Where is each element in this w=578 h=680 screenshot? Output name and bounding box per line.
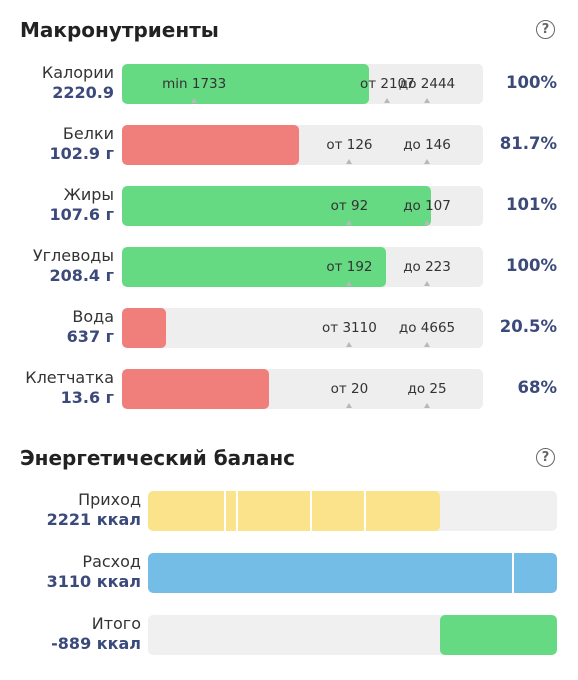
macro-threshold-tick bbox=[424, 403, 431, 408]
macro-threshold-tick bbox=[346, 342, 353, 347]
macro-value: 107.6 г bbox=[49, 205, 114, 224]
macro-threshold-tick bbox=[424, 159, 431, 164]
macro-threshold-tick bbox=[191, 98, 198, 103]
macro-progress-track: от 126 до 146 bbox=[122, 125, 483, 165]
energy-total-value: -889 ккал bbox=[51, 634, 141, 653]
macro-threshold-label: min 1733 bbox=[162, 76, 227, 92]
macro-threshold-label: от 126 bbox=[326, 137, 373, 153]
macro-threshold-label: от 192 bbox=[326, 259, 373, 275]
macro-threshold-tick bbox=[346, 159, 353, 164]
macro-threshold-label: до 146 bbox=[403, 137, 451, 153]
macro-progress-bar bbox=[122, 369, 269, 409]
macro-threshold-tick bbox=[384, 98, 391, 103]
energy-expense-separator bbox=[512, 553, 514, 593]
macro-progress-bar bbox=[122, 64, 369, 104]
energy-income-track bbox=[148, 491, 557, 531]
macro-row: Калории 2220.9 min 1733 от 2107 до 2444 100% bbox=[0, 63, 578, 105]
macro-threshold-label: от 20 bbox=[330, 381, 369, 397]
energy-income-separator bbox=[236, 491, 238, 531]
energy-expense-label: Расход bbox=[82, 552, 141, 571]
macro-value: 637 г bbox=[66, 327, 114, 346]
energy-total-bar bbox=[440, 615, 557, 655]
macro-percent: 100% bbox=[506, 256, 557, 275]
macro-threshold-tick bbox=[346, 403, 353, 408]
macro-progress-bar bbox=[122, 125, 299, 165]
macro-threshold-label: до 2444 bbox=[398, 76, 456, 92]
macro-row: Вода 637 г от 3110 до 4665 20.5% bbox=[0, 307, 578, 349]
macro-label: Вода bbox=[72, 307, 114, 326]
macro-percent: 20.5% bbox=[499, 317, 557, 336]
energy-row-total: Итого -889 ккал bbox=[0, 614, 578, 656]
energy-expense-value: 3110 ккал bbox=[46, 572, 141, 591]
macro-value: 208.4 г bbox=[49, 266, 114, 285]
macro-threshold-tick bbox=[346, 220, 353, 225]
energy-row-expense: Расход 3110 ккал bbox=[0, 552, 578, 594]
macros-help-icon[interactable]: ? bbox=[536, 20, 555, 39]
macro-label: Жиры bbox=[63, 185, 114, 204]
energy-title: Энергетический баланс bbox=[20, 446, 295, 470]
macro-percent: 68% bbox=[517, 378, 558, 397]
macro-progress-track: min 1733 от 2107 до 2444 bbox=[122, 64, 483, 104]
energy-income-separator bbox=[310, 491, 312, 531]
energy-total-track bbox=[148, 615, 557, 655]
macro-progress-track: от 92 до 107 bbox=[122, 186, 483, 226]
macro-row: Жиры 107.6 г от 92 до 107 101% bbox=[0, 185, 578, 227]
energy-income-separator bbox=[224, 491, 226, 531]
macro-progress-bar bbox=[122, 186, 431, 226]
macro-label: Углеводы bbox=[32, 246, 114, 265]
macro-progress-track: от 192 до 223 bbox=[122, 247, 483, 287]
energy-expense-bar bbox=[148, 553, 557, 593]
macro-row: Углеводы 208.4 г от 192 до 223 100% bbox=[0, 246, 578, 288]
macro-value: 102.9 г bbox=[49, 144, 114, 163]
macro-percent: 100% bbox=[506, 73, 557, 92]
macro-threshold-label: от 2107 bbox=[359, 76, 415, 92]
macro-threshold-tick bbox=[346, 281, 353, 286]
macro-value: 2220.9 bbox=[52, 83, 114, 102]
macro-progress-bar bbox=[122, 308, 166, 348]
energy-income-label: Приход bbox=[78, 490, 141, 509]
macro-threshold-tick bbox=[424, 220, 431, 225]
energy-row-income: Приход 2221 ккал bbox=[0, 490, 578, 532]
macro-threshold-label: от 92 bbox=[330, 198, 369, 214]
macro-label: Белки bbox=[62, 124, 114, 143]
macro-percent: 101% bbox=[506, 195, 557, 214]
energy-income-value: 2221 ккал bbox=[46, 510, 141, 529]
macro-threshold-label: до 4665 bbox=[398, 320, 456, 336]
macro-threshold-tick bbox=[424, 98, 431, 103]
macro-threshold-tick bbox=[424, 342, 431, 347]
macro-value: 13.6 г bbox=[60, 388, 114, 407]
macro-threshold-label: до 25 bbox=[407, 381, 447, 397]
macro-row: Клетчатка 13.6 г от 20 до 25 68% bbox=[0, 368, 578, 410]
energy-help-icon[interactable]: ? bbox=[536, 448, 555, 467]
macro-row: Белки 102.9 г от 126 до 146 81.7% bbox=[0, 124, 578, 166]
energy-total-label: Итого bbox=[91, 614, 141, 633]
macro-threshold-tick bbox=[424, 281, 431, 286]
macro-progress-bar bbox=[122, 247, 386, 287]
macro-threshold-label: до 223 bbox=[403, 259, 451, 275]
macro-threshold-label: от 3110 bbox=[322, 320, 377, 336]
macro-threshold-label: до 107 bbox=[403, 198, 451, 214]
energy-income-separator bbox=[364, 491, 366, 531]
macro-percent: 81.7% bbox=[499, 134, 557, 153]
macro-label: Клетчатка bbox=[25, 368, 114, 387]
macro-label: Калории bbox=[41, 63, 114, 82]
macros-title: Макронутриенты bbox=[20, 18, 219, 42]
macro-progress-track: от 3110 до 4665 bbox=[122, 308, 483, 348]
macro-progress-track: от 20 до 25 bbox=[122, 369, 483, 409]
energy-expense-track bbox=[148, 553, 557, 593]
energy-income-bar bbox=[148, 491, 440, 531]
